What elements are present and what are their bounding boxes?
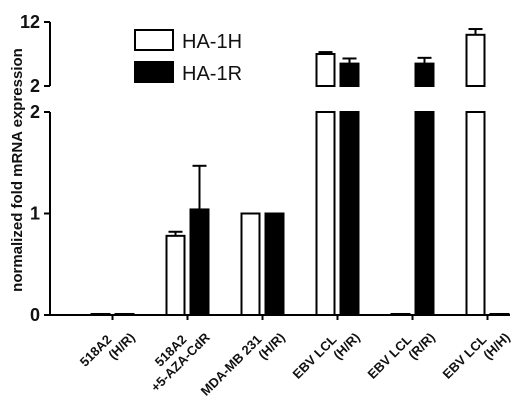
bar-HA-1H-2 — [240, 212, 261, 316]
bar-HA-1H-5-upper — [465, 33, 486, 87]
legend-label-HA-1H: HA-1H — [182, 31, 242, 53]
legend-label-HA-1R: HA-1R — [182, 63, 242, 85]
x-tick-group-2: MDA-MB 231(H/R) — [198, 330, 288, 399]
bar-HA-1R-3-lower — [339, 111, 360, 316]
legend: HA-1H HA-1R — [134, 29, 242, 85]
x-tick-label-3-1: (H/R) — [330, 330, 363, 363]
y-axis-label: normalized fold mRNA expression — [9, 48, 26, 292]
x-tick-label-3-0: EBV LCL — [290, 332, 340, 382]
x-tick-label-4-1: (R/R) — [405, 330, 438, 363]
bar-HA-1R-4-lower — [414, 111, 435, 316]
legend-swatch-HA-1R — [134, 61, 174, 83]
y-tick-label-1: 1 — [30, 204, 40, 224]
legend-swatch-HA-1H — [134, 29, 174, 51]
x-tick-label-4-0: EBV LCL — [365, 332, 415, 382]
x-tick-label-5-0: EBV LCL — [440, 332, 490, 382]
bar-HA-1H-5-lower — [465, 111, 486, 316]
x-tick-group-4: EBV LCL(R/R) — [365, 330, 438, 382]
x-tick-group-3: EBV LCL(H/R) — [290, 330, 363, 382]
bar-HA-1R-1 — [189, 208, 210, 316]
bar-HA-1H-3-upper — [315, 53, 336, 87]
bar-HA-1R-3-upper — [339, 62, 360, 87]
y-tick-label-2: 2 — [30, 102, 40, 122]
y-tick-label-12: 12 — [20, 12, 40, 32]
bar-HA-1H-0 — [90, 312, 111, 316]
x-tick-group-0: 518A2(H/R) — [77, 330, 138, 370]
bar-HA-1R-4-upper — [414, 62, 435, 87]
bar-HA-1H-3-lower — [315, 111, 336, 316]
y-tick-label-upper-2: 2 — [30, 76, 40, 96]
bar-HA-1R-2 — [264, 212, 285, 316]
bars — [90, 28, 510, 316]
bar-HA-1H-1 — [165, 234, 186, 316]
x-tick-group-5: EBV LCL(H/H) — [440, 330, 513, 382]
x-tick-label-0-1: (H/R) — [105, 330, 138, 363]
x-tick-label-5-1: (H/H) — [480, 330, 513, 363]
bar-HA-1H-4 — [390, 312, 411, 316]
bar-HA-1R-0 — [114, 312, 135, 316]
x-tick-label-2-1: (H/R) — [255, 330, 288, 363]
y-tick-label-0: 0 — [30, 305, 40, 325]
bar-HA-1R-5 — [489, 312, 510, 316]
